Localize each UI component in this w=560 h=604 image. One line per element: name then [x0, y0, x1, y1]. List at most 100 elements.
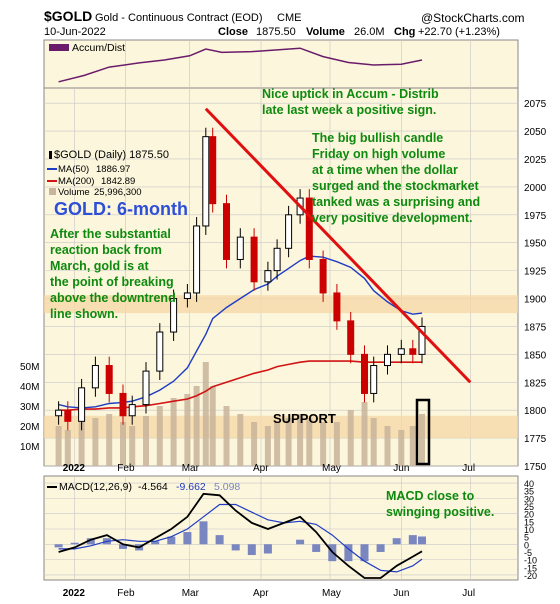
volume-bar	[361, 402, 368, 466]
macd-tick: 10	[524, 525, 534, 535]
candle-body	[285, 214, 293, 249]
reaction-note-line-5: above the downtrend	[50, 291, 176, 305]
legend-volume-swatch	[49, 188, 56, 195]
price-tick: 2075	[524, 99, 547, 110]
volume-bar	[64, 430, 71, 466]
macd-tick: -5	[524, 548, 532, 558]
volume-axis: 10M 20M 30M 40M 50M	[20, 362, 39, 453]
price-x-tick: Jun	[393, 463, 409, 474]
candle-body	[202, 136, 210, 227]
macd-hist-bar	[54, 544, 63, 548]
volume-bar	[409, 426, 416, 466]
legend-ma200-name: MA(200)	[58, 176, 94, 187]
price-x-tick: Mar	[182, 463, 200, 474]
reaction-note-line-6: line shown.	[50, 307, 118, 321]
reaction-note-line-4: the point of breaking	[50, 275, 174, 289]
macd-hist-bar	[215, 535, 224, 545]
accum-dist-panel	[43, 39, 519, 89]
macd-x-axis: 2022 Feb Mar Apr May Jun Jul	[63, 588, 475, 599]
macd-x-tick: Mar	[182, 588, 200, 599]
price-tick: 1925	[524, 267, 547, 278]
candle-body	[105, 365, 113, 394]
reaction-note-line-3: March, gold is at	[50, 259, 149, 273]
volume-bar	[120, 422, 126, 466]
accum-note-line-2: late last week a positive sign.	[262, 103, 436, 117]
legend-candle-swatch	[49, 151, 52, 159]
macd-note-line-1: MACD close to	[386, 489, 475, 503]
macd-hist-bar	[263, 544, 272, 554]
macd-hist-bar	[312, 544, 321, 552]
macd-x-tick: Feb	[117, 588, 135, 599]
volume-bar	[333, 422, 340, 466]
macd-hist-bar	[360, 544, 369, 562]
macd-legend-name: MACD(12,26,9)	[59, 481, 132, 493]
downtrend-line	[204, 107, 472, 384]
volume-bar	[306, 418, 313, 466]
macd-tick: 20	[524, 510, 534, 520]
volume-bar	[297, 414, 304, 466]
price-axis: 1750 1775 1800 1825 1850 1875 1900 1925 1950 1975…	[524, 99, 547, 473]
volume-bar	[78, 422, 85, 466]
candle-body	[347, 320, 355, 355]
macd-tick: -10	[524, 556, 537, 566]
candle-body	[409, 348, 417, 355]
candle-note-line-3: at a time when the dollar	[312, 163, 458, 177]
legend-volume-name: Volume	[58, 187, 90, 198]
candle-body	[183, 292, 191, 300]
macd-hist-bar	[231, 544, 240, 551]
price-x-tick: Feb	[117, 463, 135, 474]
price-tick: 1850	[524, 350, 547, 361]
volume-bar	[193, 386, 200, 466]
volume-bar	[170, 398, 177, 466]
macd-x-tick: Jul	[462, 588, 475, 599]
macd-signal-line	[58, 503, 423, 573]
price-legend-title: $GOLD (Daily) 1875.50	[54, 149, 169, 161]
macd-x-tick: Jun	[393, 588, 409, 599]
volume-bar	[320, 422, 327, 466]
macd-legend-value-hist: 5.098	[214, 481, 240, 493]
macd-x-tick: Apr	[253, 588, 269, 599]
price-tick: 1900	[524, 295, 547, 306]
candle-body	[78, 387, 86, 422]
price-x-tick: Jul	[462, 463, 475, 474]
price-tick: 1875	[524, 322, 547, 333]
macd-hist-bar	[418, 536, 426, 545]
macd-x-tick: 2022	[63, 588, 86, 599]
volume-bar	[274, 422, 281, 466]
candle-body	[384, 353, 391, 367]
macd-hist-bar	[86, 538, 95, 545]
volume-bar	[384, 426, 391, 466]
volume-highlight-box	[415, 398, 431, 466]
volume-tick: 10M	[20, 442, 39, 453]
price-tick: 1975	[524, 211, 547, 222]
volume-bar	[251, 422, 258, 466]
candle-body	[55, 409, 63, 417]
price-x-tick: 2022	[63, 463, 86, 474]
volume-bar	[129, 426, 136, 466]
candle-body	[156, 331, 164, 372]
reaction-note-line-2: reaction back from	[50, 243, 162, 257]
candle-body	[236, 236, 244, 260]
stockcharts-brand: @StockCharts.com	[421, 11, 525, 25]
candle-body	[128, 404, 136, 417]
macd-hist-bar	[392, 538, 401, 545]
volume-bar	[285, 418, 292, 466]
macd-tick: 15	[524, 517, 534, 527]
macd-hist-bar	[344, 544, 353, 562]
accum-note-line-1: Nice uptick in Accum - Distrib	[262, 87, 439, 101]
macd-legend: MACD(12,26,9) -4.564 -9.662 5.098	[47, 481, 240, 493]
close-label: Close	[218, 26, 248, 38]
macd-note-line-2: swinging positive.	[386, 505, 494, 519]
support-label: SUPPORT	[273, 411, 336, 426]
candle-body	[64, 409, 72, 422]
macd-legend-value-macd: -4.564	[138, 481, 168, 493]
price-legend: $GOLD (Daily) 1875.50 MA(50) 1886.97 MA(…	[47, 149, 169, 198]
macd-hist-bar	[167, 536, 176, 545]
volume-bar	[419, 414, 425, 466]
legend-ma50-name: MA(50)	[58, 164, 89, 175]
exchange-label: CME	[277, 12, 301, 24]
volume-bar	[264, 426, 271, 466]
candle-body	[142, 370, 150, 406]
macd-tick: -20	[524, 571, 537, 581]
candle-body	[361, 353, 368, 394]
